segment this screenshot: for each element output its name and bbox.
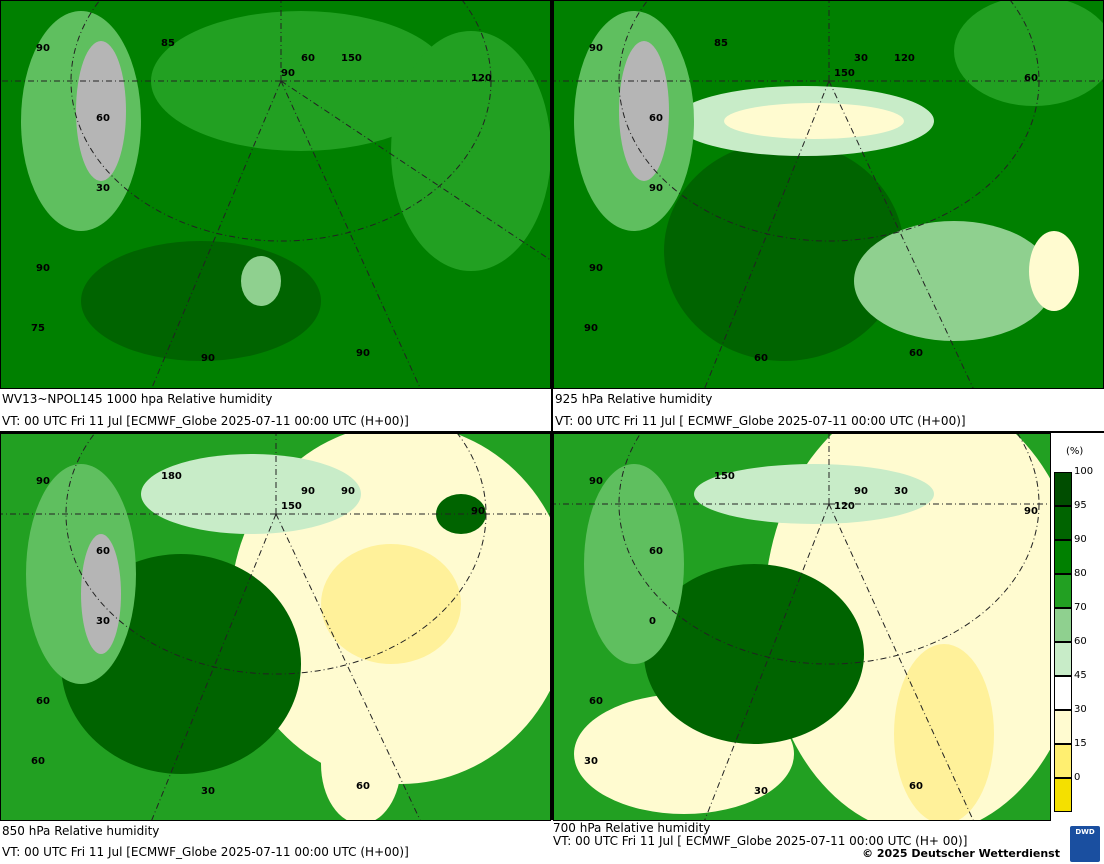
contour-label: 150: [341, 53, 362, 64]
contour-label: 150: [834, 68, 855, 79]
map-925hpa: 90 60 90 60 60 90 90 30 60 120 150 85: [553, 0, 1104, 389]
legend-unit: (%): [1066, 446, 1084, 457]
legend-tick-label: 15: [1074, 738, 1087, 749]
contour-label: 30: [894, 486, 908, 497]
contour-label: 90: [301, 486, 315, 497]
legend-swatch: [1054, 710, 1072, 744]
contour-label: 90: [589, 476, 603, 487]
contour-label: 90: [36, 43, 50, 54]
contour-label: 60: [301, 53, 315, 64]
contour-label: 60: [909, 781, 923, 792]
panel-925hpa: 90 60 90 60 60 90 90 30 60 120 150 85 925 hPa Relat…: [553, 0, 1104, 431]
legend-swatch: [1054, 676, 1072, 710]
contour-label: 90: [471, 506, 485, 517]
contour-label: 30: [854, 53, 868, 64]
caption-valid-time: VT: 00 UTC Fri 11 Jul [ ECMWF_Globe 2025…: [555, 414, 966, 428]
contour-label: 90: [649, 183, 663, 194]
contour-label: 60: [96, 113, 110, 124]
legend-swatch: [1054, 574, 1072, 608]
panel-700hpa: 90 60 60 30 60 0 30 90 90 30 120 150: [553, 433, 1051, 821]
legend-tick-label: 60: [1074, 636, 1087, 647]
contour-label: 60: [754, 353, 768, 364]
contour-label: 60: [36, 696, 50, 707]
contour-label: 150: [714, 471, 735, 482]
contour-label: 90: [589, 263, 603, 274]
contour-label: 75: [31, 323, 45, 334]
legend-swatch: [1054, 540, 1072, 574]
humidity-field-925hpa: 90 60 90 60 60 90 90 30 60 120 150 85: [554, 1, 1103, 388]
contour-label: 60: [1024, 73, 1038, 84]
caption-valid-time-700: VT: 00 UTC Fri 11 Jul [ ECMWF_Globe 2025…: [553, 834, 968, 848]
legend-tick-label: 90: [1074, 534, 1087, 545]
contour-label: 60: [589, 696, 603, 707]
legend-tick-label: 0: [1074, 772, 1081, 783]
legend-tick-label: 70: [1074, 602, 1087, 613]
contour-label: 60: [356, 781, 370, 792]
contour-label: 30: [754, 786, 768, 797]
contour-label: 120: [894, 53, 915, 64]
contour-label: 60: [96, 546, 110, 557]
contour-label: 90: [201, 353, 215, 364]
contour-label: 60: [649, 546, 663, 557]
contour-label: 90: [36, 476, 50, 487]
caption-title: 850 hPa Relative humidity: [2, 824, 160, 838]
contour-label: 60: [909, 348, 923, 359]
contour-label: 90: [356, 348, 370, 359]
legend-tick-label: 45: [1074, 670, 1087, 681]
humidity-field-700hpa: 90 60 60 30 60 0 30 90 90 30 120 150: [554, 434, 1050, 820]
map-700hpa: 90 60 60 30 60 0 30 90 90 30 120 150: [553, 433, 1051, 821]
panel-divider-horizontal: [0, 431, 1104, 433]
legend-swatch: [1054, 642, 1072, 676]
contour-label: 60: [649, 113, 663, 124]
contour-label: 30: [96, 183, 110, 194]
contour-label: 60: [31, 756, 45, 767]
contour-label: 90: [589, 43, 603, 54]
contour-label: 90: [584, 323, 598, 334]
caption-title: 925 hPa Relative humidity: [555, 392, 713, 406]
legend-swatch: [1054, 608, 1072, 642]
legend-tick-label: 100: [1074, 466, 1094, 477]
legend-tick-label: 30: [1074, 704, 1087, 715]
legend-swatch: [1054, 778, 1072, 812]
caption-title-700: 700 hPa Relative humidity: [553, 821, 711, 835]
map-850hpa: 90 60 60 30 60 30 60 90 90 90 150 180: [0, 433, 551, 821]
contour-label: 90: [36, 263, 50, 274]
contour-label: 120: [471, 73, 492, 84]
panel-850hpa: 90 60 60 30 60 30 60 90 90 90 150 180 850 hPa Relat…: [0, 433, 551, 864]
legend-swatch: [1054, 472, 1072, 506]
contour-label: 180: [161, 471, 182, 482]
caption-title: WV13~NPOL145 1000 hpa Relative humidity: [2, 392, 273, 406]
contour-label: 85: [714, 38, 728, 49]
caption-valid-time: VT: 00 UTC Fri 11 Jul [ECMWF_Globe 2025-…: [2, 845, 409, 859]
contour-label: 30: [201, 786, 215, 797]
contour-label: 90: [341, 486, 355, 497]
legend-swatch: [1054, 744, 1072, 778]
copyright: © 2025 Deutscher Wetterdienst: [862, 847, 1060, 860]
panel-1000hpa: 90 60 90 90 90 30 75 60 120 150 90 85 WV13~NPOL145 …: [0, 0, 551, 431]
humidity-field-1000hpa: 90 60 90 90 90 30 75 60 120 150 90 85: [1, 1, 550, 388]
colorbar-legend: (%) 100 95 90 80 70 60 45 30 15 0: [1054, 446, 1100, 812]
contour-label: 90: [1024, 506, 1038, 517]
contour-label: 85: [161, 38, 175, 49]
contour-label: 90: [854, 486, 868, 497]
contour-label: 30: [96, 616, 110, 627]
legend-swatch: [1054, 506, 1072, 540]
legend-tick-label: 95: [1074, 500, 1087, 511]
dwd-logo: DWD: [1070, 826, 1100, 862]
map-1000hpa: 90 60 90 90 90 30 75 60 120 150 90 85: [0, 0, 551, 389]
caption-valid-time: VT: 00 UTC Fri 11 Jul [ECMWF_Globe 2025-…: [2, 414, 409, 428]
contour-label: 0: [649, 616, 656, 627]
panel-divider-vertical: [551, 0, 553, 820]
contour-label: 90: [281, 68, 295, 79]
contour-label: 30: [584, 756, 598, 767]
legend-tick-label: 80: [1074, 568, 1087, 579]
contour-label: 150: [281, 501, 302, 512]
contour-label: 120: [834, 501, 855, 512]
humidity-field-850hpa: 90 60 60 30 60 30 60 90 90 90 150 180: [1, 434, 550, 820]
